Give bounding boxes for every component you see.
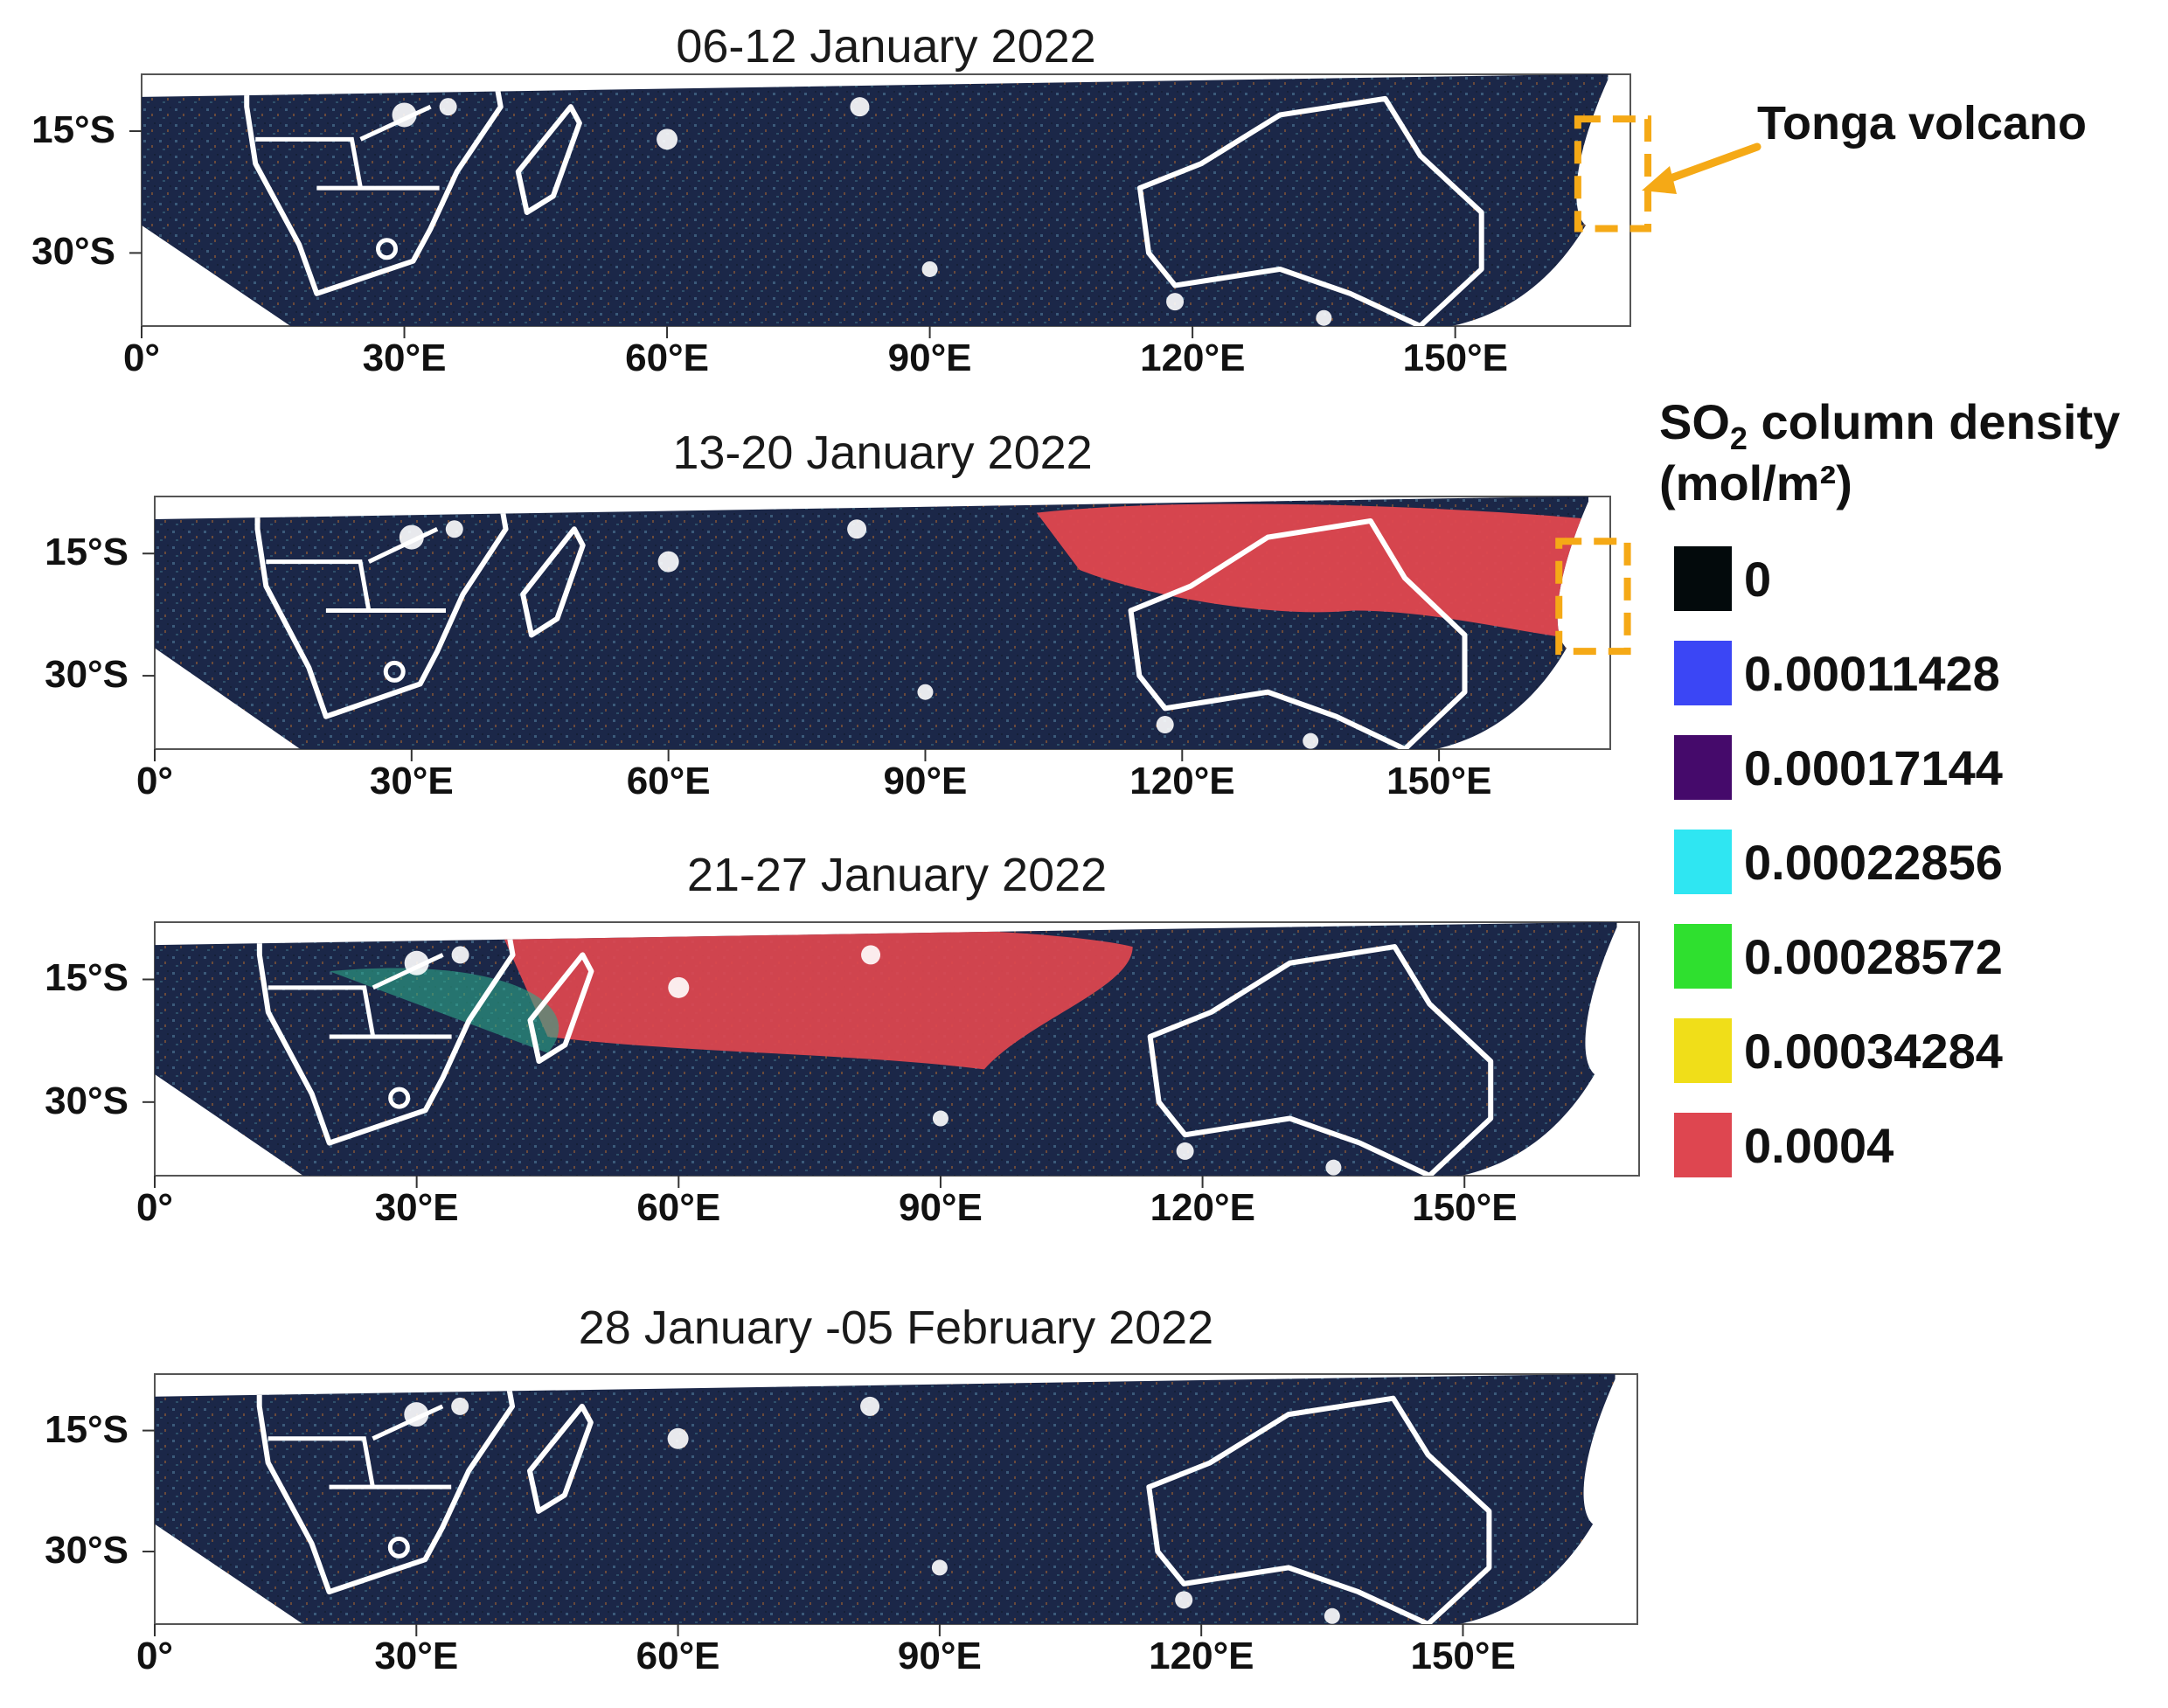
legend-swatch bbox=[1674, 830, 1732, 894]
legend-entry: 0.00017144 bbox=[1674, 735, 2003, 800]
legend-swatch bbox=[1674, 1113, 1732, 1177]
legend-entry: 0.00034284 bbox=[1674, 1018, 2003, 1083]
legend-entry: 0 bbox=[1674, 546, 1771, 611]
x-tick-label: 90°E bbox=[897, 1635, 982, 1677]
x-tick-label: 0° bbox=[136, 760, 174, 802]
x-tick-label: 30°E bbox=[362, 337, 447, 379]
legend-swatch bbox=[1674, 735, 1732, 800]
tonga-arrow-icon bbox=[1642, 142, 1762, 194]
y-tick-label: 30°S bbox=[31, 230, 115, 274]
legend-swatch bbox=[1674, 1018, 1732, 1083]
x-tick-label: 30°E bbox=[374, 1186, 459, 1229]
x-tick-label: 120°E bbox=[1149, 1635, 1254, 1677]
legend-value: 0.00017144 bbox=[1744, 739, 2003, 795]
y-tick-label: 15°S bbox=[45, 531, 129, 574]
y-tick-label: 30°S bbox=[45, 653, 129, 697]
legend-swatch bbox=[1674, 641, 1732, 705]
x-tick-label: 120°E bbox=[1150, 1186, 1255, 1229]
legend-entry: 0.00028572 bbox=[1674, 924, 2003, 989]
legend-value: 0.0004 bbox=[1744, 1117, 1894, 1173]
legend-value: 0 bbox=[1744, 551, 1772, 607]
legend-title: SO2 column density (mol/m²) bbox=[1659, 395, 2120, 510]
so2-map bbox=[129, 73, 1652, 338]
x-tick-label: 60°E bbox=[625, 337, 709, 379]
x-tick-label: 150°E bbox=[1412, 1186, 1518, 1229]
legend-title-subscript: 2 bbox=[1729, 420, 1748, 457]
legend-title-suffix: column density bbox=[1747, 394, 2121, 449]
legend-entry: 0.00011428 bbox=[1674, 641, 2000, 705]
legend-value: 0.00028572 bbox=[1744, 928, 2003, 984]
x-tick-label: 150°E bbox=[1386, 760, 1492, 802]
so2-map bbox=[142, 921, 1640, 1188]
legend-entry: 0.00022856 bbox=[1674, 830, 2003, 894]
x-tick-label: 0° bbox=[122, 337, 161, 379]
map-title: 06-12 January 2022 bbox=[676, 20, 1096, 73]
y-tick-label: 15°S bbox=[45, 956, 129, 1000]
x-tick-label: 30°E bbox=[374, 1635, 459, 1677]
map-title: 28 January -05 February 2022 bbox=[578, 1302, 1214, 1354]
legend-title-prefix: SO bbox=[1659, 394, 1730, 449]
legend-value: 0.00022856 bbox=[1744, 834, 2003, 890]
x-tick-label: 0° bbox=[136, 1635, 174, 1677]
x-tick-label: 90°E bbox=[883, 760, 968, 802]
so2-map bbox=[142, 496, 1631, 761]
legend-unit: (mol/m²) bbox=[1659, 455, 1852, 510]
y-tick-label: 15°S bbox=[31, 108, 115, 152]
legend-value: 0.00034284 bbox=[1744, 1023, 2003, 1079]
legend-swatch bbox=[1674, 924, 1732, 989]
x-tick-label: 60°E bbox=[636, 1635, 720, 1677]
map-title: 13-20 January 2022 bbox=[672, 427, 1093, 479]
legend-swatch bbox=[1674, 546, 1732, 611]
y-tick-label: 30°S bbox=[45, 1079, 129, 1122]
x-tick-label: 90°E bbox=[898, 1186, 983, 1229]
y-tick-label: 15°S bbox=[45, 1407, 129, 1451]
legend-entry: 0.0004 bbox=[1674, 1113, 1894, 1177]
y-tick-label: 30°S bbox=[45, 1528, 129, 1572]
tonga-volcano-label: Tonga volcano bbox=[1757, 97, 2088, 149]
x-tick-label: 90°E bbox=[887, 337, 972, 379]
x-tick-label: 30°E bbox=[369, 760, 454, 802]
map-title: 21-27 January 2022 bbox=[686, 849, 1108, 901]
x-tick-label: 60°E bbox=[626, 760, 711, 802]
x-tick-label: 120°E bbox=[1129, 760, 1235, 802]
x-tick-label: 150°E bbox=[1410, 1635, 1516, 1677]
x-tick-label: 60°E bbox=[636, 1186, 721, 1229]
legend-value: 0.00011428 bbox=[1744, 645, 2000, 701]
so2-map bbox=[142, 1373, 1638, 1636]
x-tick-label: 0° bbox=[136, 1186, 174, 1229]
x-tick-label: 120°E bbox=[1140, 337, 1246, 379]
x-tick-label: 150°E bbox=[1402, 337, 1508, 379]
